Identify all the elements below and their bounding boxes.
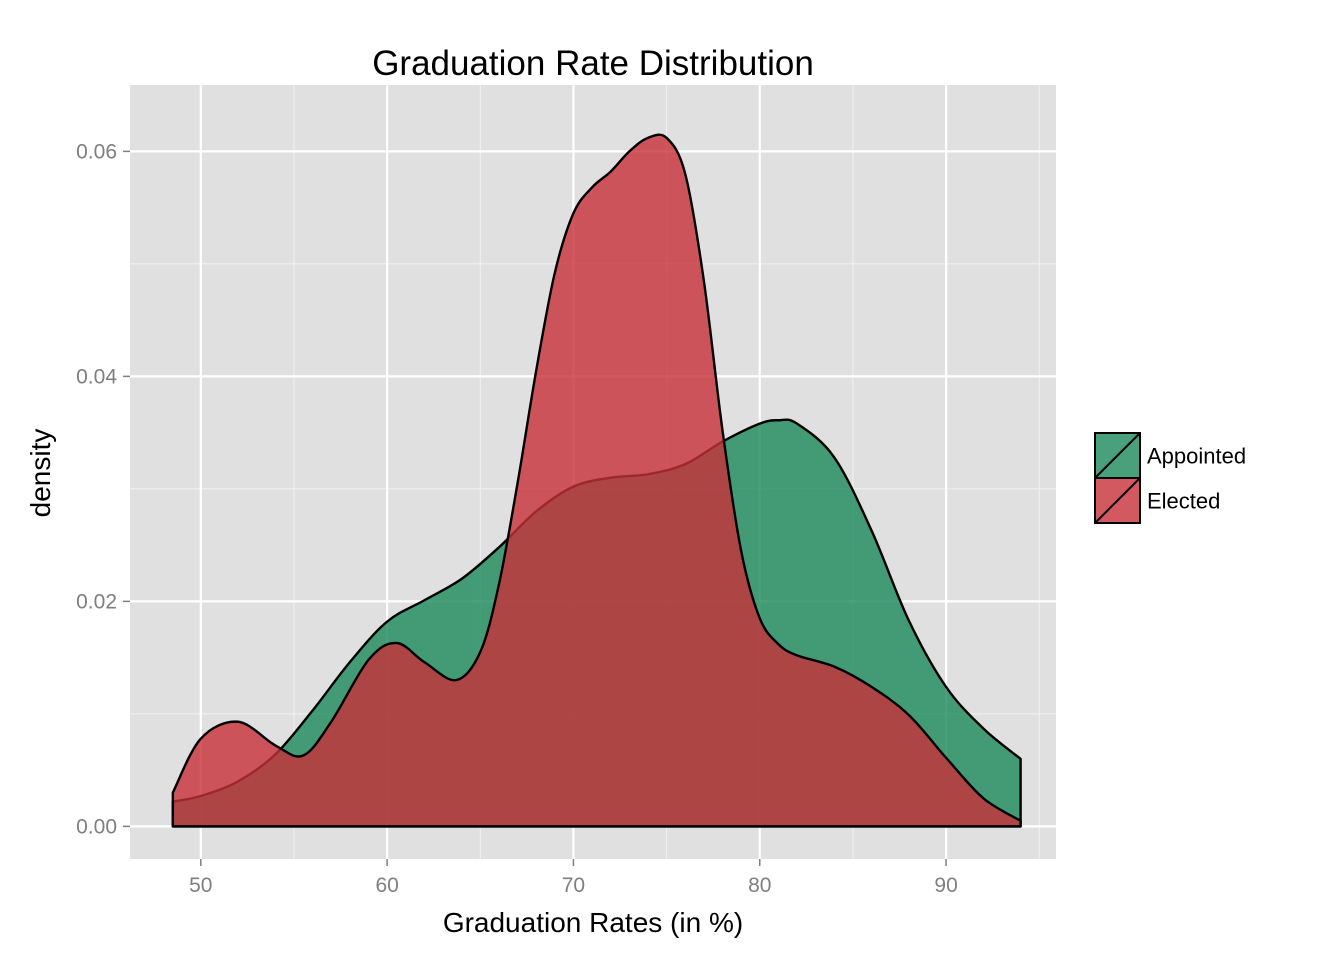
y-tick-label: 0.04 bbox=[76, 365, 117, 388]
density-areas bbox=[171, 133, 1022, 828]
x-tick-label: 90 bbox=[934, 874, 957, 897]
x-axis: 50 60 70 80 90 bbox=[189, 859, 958, 897]
legend-key-slash bbox=[1094, 432, 1141, 479]
legend-label: Appointed bbox=[1147, 444, 1246, 469]
density-area-elected bbox=[171, 133, 1022, 828]
x-tick-label: 50 bbox=[189, 874, 212, 897]
x-tick-label: 70 bbox=[562, 874, 585, 897]
legend: Appointed Elected bbox=[1094, 432, 1246, 524]
y-axis-title: density bbox=[25, 429, 56, 518]
legend-label: Elected bbox=[1147, 489, 1220, 514]
x-tick-label: 80 bbox=[748, 874, 771, 897]
y-tick-label: 0.00 bbox=[76, 815, 117, 838]
legend-key-slash bbox=[1094, 477, 1141, 524]
y-tick-label: 0.06 bbox=[76, 140, 117, 163]
x-tick-label: 60 bbox=[375, 874, 398, 897]
chart-title: Graduation Rate Distribution bbox=[372, 44, 814, 83]
y-tick-label: 0.02 bbox=[76, 590, 117, 613]
x-axis-title: Graduation Rates (in %) bbox=[443, 907, 743, 938]
y-axis: 0.00 0.02 0.04 0.06 bbox=[76, 140, 130, 838]
